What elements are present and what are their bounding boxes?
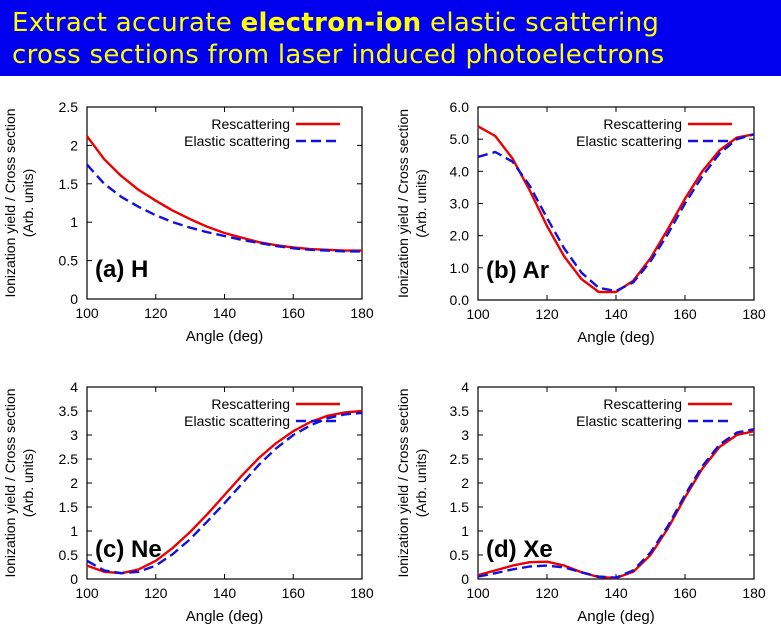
chart-2-legend-label: Elastic scattering bbox=[576, 133, 682, 149]
chart-3-y-tick-label: 3.5 bbox=[59, 403, 79, 419]
chart-2-series-elastic-scattering-line bbox=[477, 133, 755, 293]
title-line-2: cross sections from laser induced photoe… bbox=[12, 40, 665, 70]
chart-1-x-tick-label: 120 bbox=[144, 305, 168, 321]
chart-4-y-tick-label: 1 bbox=[461, 523, 469, 539]
chart-3-x-tick-label: 100 bbox=[75, 585, 99, 601]
chart-3-x-axis-label: Angle (deg) bbox=[186, 608, 264, 625]
chart-2-y-tick-label: 1.0 bbox=[450, 260, 470, 276]
chart-3-y-axis-label-line-1: Ionization yield / Cross section bbox=[2, 388, 18, 577]
chart-2-y-tick-label: 3.0 bbox=[450, 196, 470, 212]
chart-4-x-tick-label: 140 bbox=[604, 585, 628, 601]
chart-2-y-tick-label: 4.0 bbox=[450, 163, 470, 179]
chart-4-y-tick-label: 0 bbox=[461, 571, 469, 587]
chart-1-y-tick-label: 1.5 bbox=[59, 176, 79, 192]
chart-3-legend-label: Rescattering bbox=[211, 396, 290, 412]
chart-1-y-tick-label: 0.5 bbox=[59, 253, 79, 269]
chart-3-y-tick-label: 4 bbox=[70, 379, 78, 395]
chart-1-series-rescattering-line bbox=[86, 135, 362, 252]
title-line-1-end: elastic scattering bbox=[421, 8, 660, 38]
chart-grid: 100 120 140 160 180 0 0.5 1 1.5 2 2.5 Angle (deg) Io… bbox=[0, 76, 781, 636]
chart-3-x-tick-label: 180 bbox=[350, 585, 374, 601]
chart-3-x-tick-label: 160 bbox=[282, 585, 306, 601]
title-line-1: Extract accurate electron-ion elastic sc… bbox=[12, 8, 659, 38]
chart-1-y-tick-label: 1 bbox=[70, 214, 78, 230]
chart-4-x-tick-label: 180 bbox=[742, 585, 766, 601]
chart-4-y-tick-label: 3.5 bbox=[450, 403, 470, 419]
chart-1-x-tick-label: 140 bbox=[213, 305, 237, 321]
chart-4-x-tick-label: 100 bbox=[466, 585, 490, 601]
chart-4-y-tick-label: 3 bbox=[461, 427, 469, 443]
chart-4-y-tick-label: 1.5 bbox=[450, 499, 470, 515]
chart-1-y-axis-label-line-1: Ionization yield / Cross section bbox=[2, 108, 18, 297]
chart-1-x-tick-label: 160 bbox=[282, 305, 306, 321]
chart-3-y-tick-label: 3 bbox=[70, 427, 78, 443]
chart-4-x-tick-label: 120 bbox=[535, 585, 559, 601]
chart-4-y-tick-label: 4 bbox=[461, 379, 469, 395]
chart-4-x-axis-label: Angle (deg) bbox=[577, 608, 655, 625]
chart-1-y-tick-label: 2.5 bbox=[59, 99, 79, 115]
title-line-1-start: Extract accurate bbox=[12, 8, 241, 38]
chart-3-series-elastic-scattering-line bbox=[86, 411, 363, 575]
chart-2-series-rescattering-line bbox=[477, 125, 755, 294]
chart-2-y-axis-label-line-2: (Arb. units) bbox=[413, 169, 429, 237]
chart-2-x-tick-label: 140 bbox=[604, 306, 628, 322]
chart-3-y-tick-label: 2.5 bbox=[59, 451, 79, 467]
chart-2-y-tick-label: 0.0 bbox=[450, 292, 470, 308]
chart-1-legend-label: Elastic scattering bbox=[184, 133, 290, 149]
chart-4-y-tick-label: 2 bbox=[461, 475, 469, 491]
chart-2-legend-label: Rescattering bbox=[603, 116, 682, 132]
chart-1-x-axis-label: Angle (deg) bbox=[186, 328, 264, 345]
chart-1-y-axis-label-line-2: (Arb. units) bbox=[20, 169, 36, 237]
chart-4-y-axis-label-line-2: (Arb. units) bbox=[413, 449, 429, 517]
chart-4-legend-label: Rescattering bbox=[603, 396, 682, 412]
chart-3-y-tick-label: 0.5 bbox=[59, 547, 79, 563]
chart-1-y-tick-label: 0 bbox=[70, 291, 78, 307]
chart-2-panel-label: (b) Ar bbox=[486, 257, 549, 284]
chart-1-legend-label: Rescattering bbox=[211, 116, 290, 132]
title-line-1-bold: electron-ion bbox=[240, 8, 422, 38]
chart-2-x-tick-label: 100 bbox=[466, 306, 490, 322]
chart-4-y-tick-label: 0.5 bbox=[450, 547, 470, 563]
chart-4-legend-label: Elastic scattering bbox=[576, 413, 682, 429]
chart-3-x-tick-label: 120 bbox=[144, 585, 168, 601]
chart-3-y-tick-label: 2 bbox=[70, 475, 78, 491]
chart-2-y-tick-label: 5.0 bbox=[450, 131, 470, 147]
chart-4-panel-label: (d) Xe bbox=[486, 536, 553, 563]
chart-4-x-tick-label: 160 bbox=[673, 585, 697, 601]
chart-1-series-elastic-scattering-line bbox=[86, 163, 362, 253]
chart-4-y-axis-label-line-1: Ionization yield / Cross section bbox=[395, 388, 411, 577]
chart-3-legend-label: Elastic scattering bbox=[184, 413, 290, 429]
chart-2-y-axis-label-line-1: Ionization yield / Cross section bbox=[395, 109, 411, 298]
chart-2-x-tick-label: 160 bbox=[673, 306, 697, 322]
chart-3-panel-label: (c) Ne bbox=[95, 536, 162, 563]
chart-3-x-tick-label: 140 bbox=[213, 585, 237, 601]
chart-2-x-axis-label: Angle (deg) bbox=[577, 329, 655, 346]
title-banner: Extract accurate electron-ion elastic sc… bbox=[0, 0, 781, 76]
chart-4-y-tick-label: 2.5 bbox=[450, 451, 470, 467]
chart-2-y-tick-label: 2.0 bbox=[450, 228, 470, 244]
chart-2-y-tick-label: 6.0 bbox=[450, 99, 470, 115]
chart-1-x-tick-label: 180 bbox=[350, 305, 374, 321]
chart-1-x-tick-label: 100 bbox=[75, 305, 99, 321]
chart-1-panel-label: (a) H bbox=[95, 256, 148, 283]
chart-3-y-tick-label: 1.5 bbox=[59, 499, 79, 515]
chart-3-y-axis-label-line-2: (Arb. units) bbox=[20, 449, 36, 517]
chart-3-y-tick-label: 0 bbox=[70, 571, 78, 587]
chart-1-y-tick-label: 2 bbox=[70, 137, 78, 153]
chart-3-y-tick-label: 1 bbox=[70, 523, 78, 539]
chart-2-x-tick-label: 120 bbox=[535, 306, 559, 322]
chart-2-x-tick-label: 180 bbox=[742, 306, 766, 322]
chart-4-series-elastic-scattering-line bbox=[477, 428, 755, 579]
